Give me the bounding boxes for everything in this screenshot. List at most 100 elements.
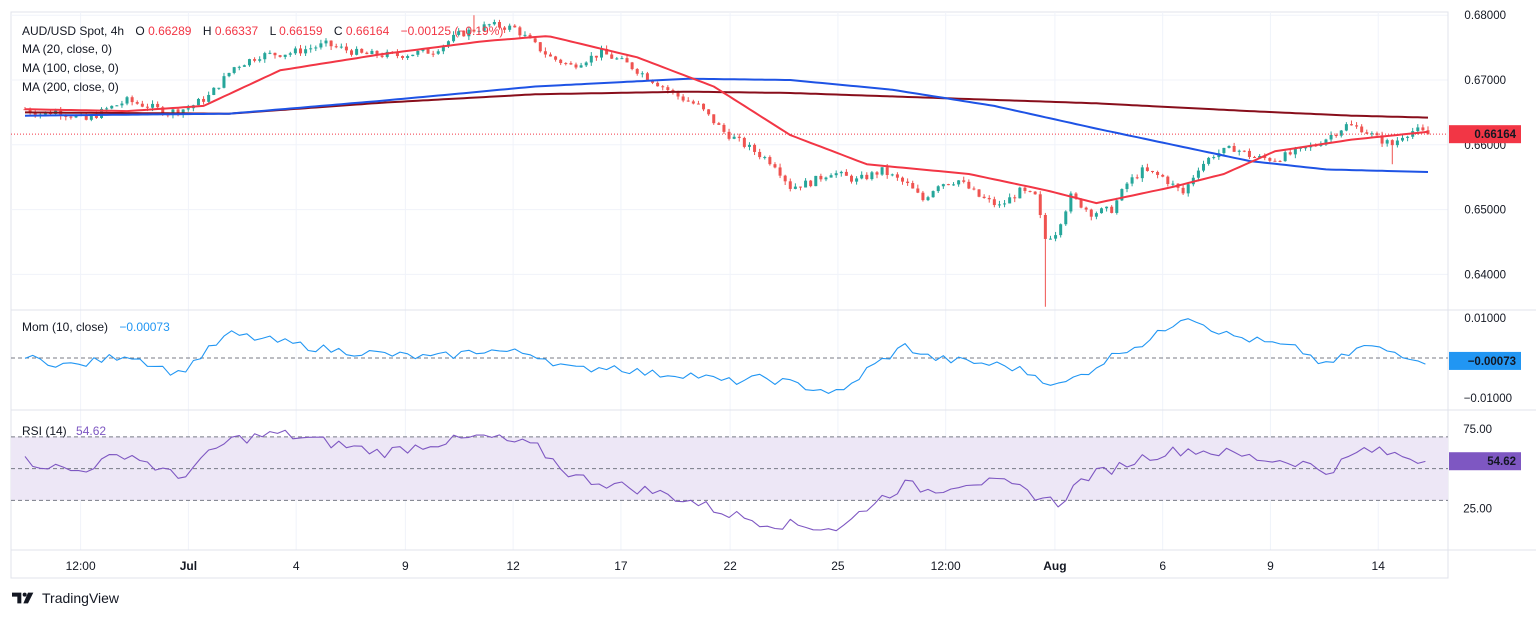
candle-body-80 [227, 72, 231, 77]
ma100-line [24, 77, 1429, 173]
rsi-axis-last-tag: 54.62 [1487, 456, 1516, 468]
candle-body-418 [1089, 209, 1093, 217]
candle-body-422 [1099, 208, 1103, 214]
candle-body-360 [941, 184, 945, 187]
candle-body-126 [344, 46, 348, 51]
candle-body-374 [977, 189, 981, 197]
candle-body-232 [615, 58, 619, 60]
chart-svg[interactable]: 0.680000.670000.650000.640000.660000.661… [0, 0, 1536, 585]
tradingview-brand[interactable]: TradingView [12, 590, 119, 606]
candle-body-28 [94, 115, 98, 118]
candle-body-230 [610, 54, 614, 59]
candle-body-104 [288, 53, 292, 55]
candle-body-312 [819, 175, 823, 180]
candle-body-40 [125, 97, 129, 104]
candle-body-370 [967, 181, 971, 189]
candle-body-274 [722, 124, 726, 132]
candle-body-366 [957, 180, 961, 185]
candle-body-294 [773, 164, 777, 168]
candle-body-288 [758, 151, 762, 158]
legend-ma200[interactable]: MA (200, close, 0) [22, 80, 119, 94]
time-axis-label-0: 12:00 [66, 559, 96, 573]
candle-body-536 [1390, 140, 1394, 146]
candle-body-290 [763, 157, 767, 159]
candle-body-206 [548, 54, 552, 57]
legend-ma20[interactable]: MA (20, close, 0) [22, 42, 112, 56]
candle-body-204 [543, 51, 547, 55]
candle-body-412 [1074, 193, 1078, 199]
rsi-value: 54.62 [76, 424, 106, 438]
candle-body-50 [151, 103, 155, 108]
candles-layer [11, 15, 1448, 307]
candle-body-534 [1385, 140, 1389, 144]
candle-body-188 [503, 27, 507, 30]
candle-body-106 [293, 48, 297, 54]
candle-body-522 [1355, 125, 1359, 127]
candle-body-330 [865, 174, 869, 180]
candle-body-350 [916, 188, 920, 193]
candle-body-208 [554, 56, 558, 60]
candle-body-64 [186, 108, 190, 110]
candle-body-352 [921, 192, 925, 201]
candle-body-62 [181, 109, 185, 114]
candle-body-436 [1135, 177, 1139, 179]
candle-body-186 [497, 22, 501, 28]
candle-body-168 [452, 34, 456, 42]
candle-body-68 [196, 98, 200, 106]
candle-body-430 [1120, 189, 1124, 201]
candle-body-278 [732, 136, 736, 139]
candle-body-24 [84, 114, 88, 120]
momentum-label: Mom (10, close) [22, 320, 108, 334]
mom-axis-tick-top: 0.01000 [1464, 313, 1506, 325]
candle-body-348 [911, 183, 915, 189]
candle-body-400 [1043, 215, 1047, 239]
candle-body-272 [717, 123, 721, 125]
candle-body-404 [1054, 235, 1058, 239]
candle-body-384 [1003, 203, 1007, 205]
candle-body-420 [1094, 213, 1098, 217]
candle-body-424 [1105, 206, 1109, 209]
candle-body-466 [1212, 157, 1216, 159]
time-axis-label-11: 9 [1267, 559, 1274, 573]
candle-body-228 [605, 48, 609, 55]
axis-layer: 0.680000.670000.650000.640000.660000.661… [66, 10, 1521, 573]
candle-body-92 [258, 59, 262, 61]
candle-body-324 [849, 175, 853, 182]
svg-text:AUD/USD Spot, 4h O: AUD/USD Spot, 4h O 0.66289 H 0.66337 L 0… [22, 24, 503, 38]
candle-body-334 [875, 172, 879, 175]
candle-body-46 [140, 103, 144, 107]
legend-momentum[interactable]: Mom (10, close) −0.00073 [22, 320, 170, 334]
candle-body-442 [1151, 170, 1155, 172]
candle-body-538 [1395, 140, 1399, 146]
candle-body-26 [89, 115, 93, 120]
candle-body-502 [1304, 147, 1308, 149]
candle-body-490 [1273, 160, 1277, 162]
candle-body-96 [268, 52, 272, 54]
candle-body-44 [135, 102, 139, 104]
candle-body-234 [620, 58, 624, 60]
candle-body-532 [1380, 135, 1384, 144]
candle-body-32 [105, 108, 109, 110]
legend-rsi[interactable]: RSI (14) 54.62 [22, 424, 106, 438]
candle-body-528 [1370, 133, 1374, 135]
candle-body-174 [467, 29, 471, 37]
candle-body-388 [1013, 197, 1017, 199]
candle-body-102 [283, 54, 287, 57]
candle-body-310 [814, 175, 818, 187]
time-axis-label-8: 12:00 [931, 559, 961, 573]
candle-body-54 [161, 107, 165, 115]
candle-body-512 [1329, 134, 1333, 140]
candle-body-474 [1232, 145, 1236, 152]
candle-body-398 [1038, 194, 1042, 216]
candle-body-520 [1349, 124, 1353, 126]
time-axis-label-1: Jul [180, 559, 197, 573]
candle-body-224 [594, 55, 598, 58]
legend-ma100[interactable]: MA (100, close, 0) [22, 61, 119, 75]
candle-body-152 [411, 54, 415, 57]
candle-body-518 [1344, 124, 1348, 131]
candle-body-166 [446, 41, 450, 46]
candle-body-510 [1324, 139, 1328, 145]
candle-body-36 [115, 105, 119, 107]
candle-body-320 [839, 171, 843, 174]
